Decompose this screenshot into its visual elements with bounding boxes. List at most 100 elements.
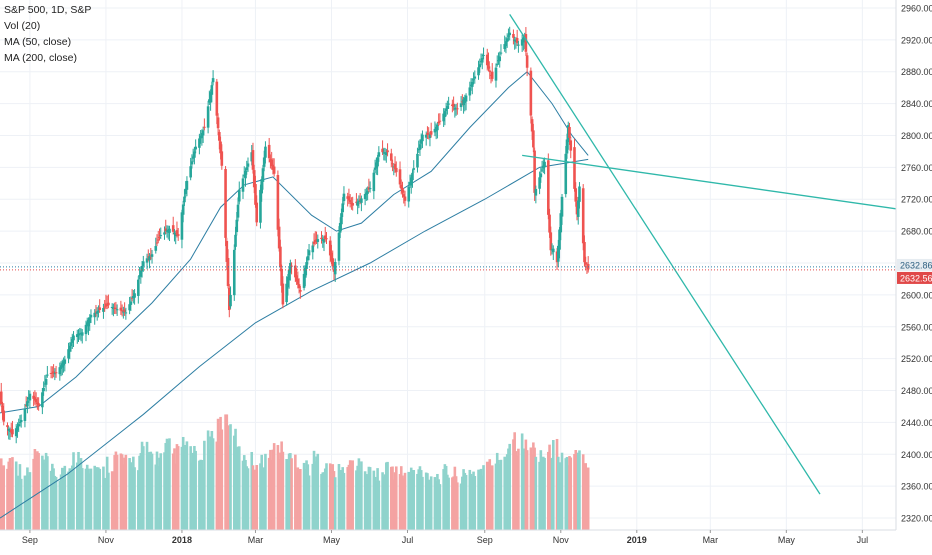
candle-body <box>237 189 241 202</box>
volume-bar <box>552 440 555 530</box>
candle <box>261 164 265 190</box>
candle-body <box>102 307 105 312</box>
ma50-indicator-label[interactable]: MA (50, close) <box>4 36 72 48</box>
candle <box>323 226 327 242</box>
symbol-title[interactable]: S&P 500, 1D, S&P <box>4 4 92 16</box>
volume-bar <box>115 454 119 530</box>
candle-body <box>260 179 263 194</box>
candle <box>159 227 163 239</box>
candle-body <box>548 214 551 233</box>
volume-bar <box>368 467 372 530</box>
moving-averages <box>0 71 589 519</box>
candle-body <box>0 391 3 405</box>
trendline[interactable] <box>509 13 821 495</box>
candle <box>244 168 247 187</box>
candle-body <box>63 359 67 364</box>
trendline[interactable] <box>522 154 897 210</box>
candle <box>176 227 180 241</box>
candle-body <box>549 232 553 251</box>
candle <box>391 159 394 172</box>
volume-bar <box>499 459 503 530</box>
candle-body <box>19 420 23 423</box>
volume-bar <box>456 482 459 530</box>
volume-bar <box>421 476 424 530</box>
candle-body <box>171 225 175 232</box>
trendlines[interactable] <box>509 13 897 495</box>
price-tick-label: 2560.00 <box>901 322 932 332</box>
candle-body <box>6 425 9 428</box>
candle-body <box>16 426 19 431</box>
candle <box>37 397 40 411</box>
candle <box>180 209 184 249</box>
price-tick-label: 2760.00 <box>901 163 932 173</box>
candle <box>185 176 189 197</box>
candle <box>44 374 48 392</box>
price-tick-label: 2360.00 <box>901 482 932 492</box>
candle-body <box>424 134 428 138</box>
candle-body <box>42 387 45 392</box>
candle <box>398 161 402 188</box>
candle-body <box>320 237 323 240</box>
volume-bar <box>342 472 346 530</box>
volume-bar <box>46 456 49 530</box>
candle-body <box>281 283 285 305</box>
candle <box>129 296 133 312</box>
volume-bar <box>63 465 67 530</box>
candle-body <box>137 279 140 296</box>
candle-body <box>538 177 541 189</box>
candle <box>277 218 281 252</box>
time-axis[interactable]: Sep Nov 2018 Mar May Jul Sep Nov 2019 Mar May Jul <box>0 529 896 545</box>
candle <box>206 100 210 134</box>
candle-body <box>201 130 205 136</box>
candle <box>80 329 84 344</box>
volume-bar <box>203 440 206 530</box>
volume-bar <box>490 465 494 530</box>
volume-bar <box>246 468 250 530</box>
candle-body <box>372 172 376 192</box>
candle <box>17 418 20 433</box>
price-tick-label: 2680.00 <box>901 227 932 237</box>
candle <box>150 249 154 264</box>
candle-body <box>389 153 393 161</box>
candle <box>11 420 14 438</box>
candle-body <box>297 284 301 289</box>
candle-body <box>322 239 326 243</box>
candle-body <box>183 196 186 203</box>
volume-bar <box>168 438 171 530</box>
candle-body <box>130 297 134 299</box>
candle-body <box>427 133 430 135</box>
volume-bar <box>133 467 136 530</box>
candle-body <box>351 203 354 206</box>
candle-body <box>264 146 267 158</box>
candle <box>281 276 285 309</box>
ma200-indicator-label[interactable]: MA (200, close) <box>4 52 77 64</box>
time-tick-label: Nov <box>98 535 115 545</box>
candle-body <box>480 58 484 63</box>
candle-body <box>200 132 204 139</box>
candle-body <box>471 81 474 87</box>
candle-body <box>114 307 118 309</box>
candle-body <box>139 270 143 277</box>
volume-indicator-label[interactable]: Vol (20) <box>4 20 41 32</box>
candle-body <box>328 240 332 256</box>
candle <box>158 228 161 241</box>
candle-body <box>498 56 502 62</box>
candle-body <box>54 372 58 374</box>
candle <box>447 96 450 109</box>
price-axis[interactable]: 2320.00 2360.00 2400.00 2440.00 2480.00 2520.… <box>895 0 932 530</box>
candle <box>254 175 257 208</box>
candle-body <box>381 148 384 153</box>
candle-body <box>67 349 70 359</box>
candle-body <box>211 78 215 83</box>
candle <box>237 181 241 205</box>
volume-bar <box>107 472 110 530</box>
candle <box>337 226 341 266</box>
candle-body <box>578 186 581 202</box>
candle <box>488 66 492 80</box>
candle-body <box>185 180 189 190</box>
price-badge-red-bg <box>897 271 932 284</box>
candle <box>194 139 197 154</box>
candle-body <box>88 317 92 323</box>
